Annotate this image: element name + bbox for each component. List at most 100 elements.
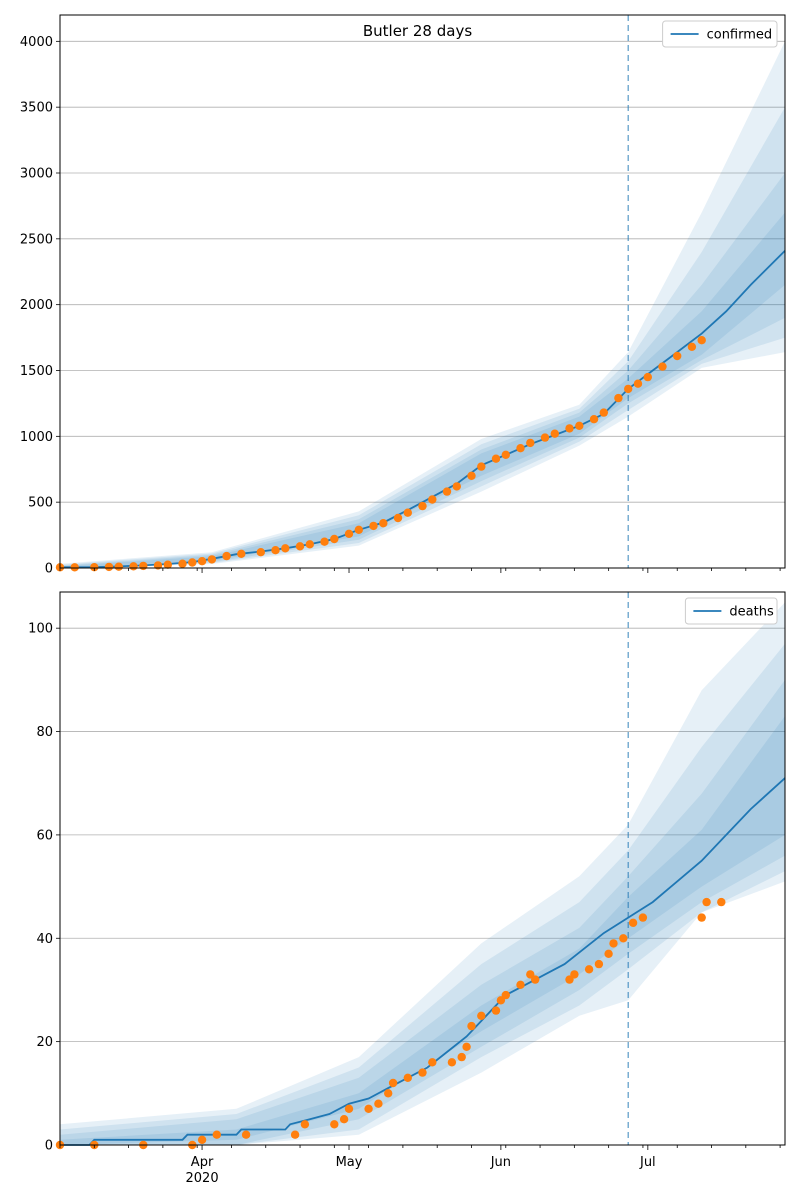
observed-point	[584, 965, 594, 974]
observed-point	[447, 1058, 457, 1067]
observed-point	[212, 1130, 221, 1139]
observed-point	[633, 379, 643, 388]
observed-point	[403, 508, 412, 517]
y-tick-label: 2000	[20, 298, 53, 313]
observed-point	[428, 1058, 437, 1067]
observed-point	[452, 482, 461, 491]
observed-point	[384, 1089, 393, 1098]
observed-point	[418, 501, 427, 511]
y-tick-label: 60	[36, 828, 53, 843]
observed-point	[516, 444, 525, 453]
observed-point	[516, 980, 525, 989]
observed-point	[697, 336, 706, 345]
observed-point	[104, 562, 114, 572]
x-tick-label: Jul	[639, 1155, 656, 1170]
observed-point	[374, 1099, 383, 1108]
observed-point	[604, 949, 613, 958]
observed-point	[467, 471, 476, 480]
observed-point	[531, 975, 540, 984]
observed-point	[697, 913, 706, 922]
uncertainty-band	[60, 643, 785, 1145]
observed-point	[619, 934, 628, 943]
observed-point	[550, 429, 559, 438]
observed-point	[344, 529, 354, 538]
observed-point	[428, 495, 437, 504]
legend-label: confirmed	[707, 28, 773, 43]
observed-point	[687, 342, 697, 351]
observed-point	[290, 1130, 300, 1139]
model-line	[60, 777, 786, 1146]
y-tick-label: 0	[45, 562, 53, 577]
observed-point	[379, 519, 388, 528]
y-tick-label: 2500	[20, 232, 53, 247]
observed-point	[256, 548, 265, 557]
observed-point	[222, 551, 231, 561]
observed-point	[139, 561, 148, 571]
observed-point	[526, 438, 535, 448]
observed-point	[570, 970, 579, 979]
observed-point	[241, 1130, 251, 1139]
observed-point	[491, 1006, 501, 1015]
observed-point	[418, 1068, 427, 1077]
x-tick-label: May	[336, 1155, 363, 1170]
observed-point	[491, 454, 501, 463]
observed-point	[70, 563, 79, 572]
observed-point	[501, 990, 510, 1000]
observed-point	[207, 555, 217, 564]
observed-point	[403, 1073, 412, 1083]
y-tick-label: 3500	[20, 101, 53, 116]
observed-point	[477, 1011, 486, 1020]
observed-point	[237, 549, 246, 558]
observed-point	[320, 537, 329, 546]
observed-point	[565, 424, 574, 433]
observed-point	[330, 1120, 339, 1129]
observed-point	[599, 408, 608, 417]
uncertainty-band	[60, 716, 785, 1145]
observed-point	[643, 372, 652, 382]
y-tick-label: 4000	[20, 35, 53, 50]
observed-point	[197, 557, 207, 566]
uncertainty-band	[60, 173, 785, 568]
y-tick-label: 20	[36, 1035, 53, 1050]
uncertainty-band	[60, 679, 785, 1145]
observed-point	[442, 487, 452, 496]
x-tick-sublabel: 2020	[186, 1171, 219, 1186]
observed-point	[281, 544, 290, 553]
observed-point	[114, 562, 124, 571]
observed-point	[501, 450, 510, 459]
observed-point	[163, 560, 172, 569]
y-tick-label: 500	[28, 496, 53, 511]
x-tick-label: Apr	[191, 1155, 214, 1170]
y-tick-label: 3000	[20, 167, 53, 182]
observed-point	[624, 384, 633, 394]
observed-point	[197, 1135, 207, 1145]
observed-point	[271, 546, 280, 555]
observed-point	[457, 1052, 466, 1062]
observed-point	[702, 897, 711, 907]
y-tick-label: 40	[36, 932, 53, 947]
legend-box	[684, 597, 778, 625]
legend-label: deaths	[729, 605, 774, 620]
confirmed-panel: 0 500 1000 1500 2000 2500 3000 3500 4000 Butler 2…	[20, 14, 786, 577]
observed-point	[594, 959, 604, 969]
observed-point	[369, 521, 378, 531]
observed-point	[462, 1042, 471, 1052]
observed-point	[609, 939, 618, 948]
observed-point	[589, 415, 599, 424]
observed-point	[614, 393, 623, 403]
axes-frame	[59, 14, 786, 569]
y-tick-label: 1500	[20, 364, 53, 379]
observed-point	[717, 897, 726, 907]
observed-point	[300, 1120, 310, 1129]
chart-title: Butler 28 days	[363, 22, 472, 40]
observed-point	[295, 542, 305, 551]
observed-point	[354, 525, 363, 534]
y-tick-label: 1000	[20, 430, 53, 445]
observed-point	[178, 559, 187, 568]
axes-frame	[59, 591, 786, 1146]
observed-point	[628, 918, 638, 927]
observed-point	[658, 362, 667, 371]
observed-point	[540, 433, 550, 442]
